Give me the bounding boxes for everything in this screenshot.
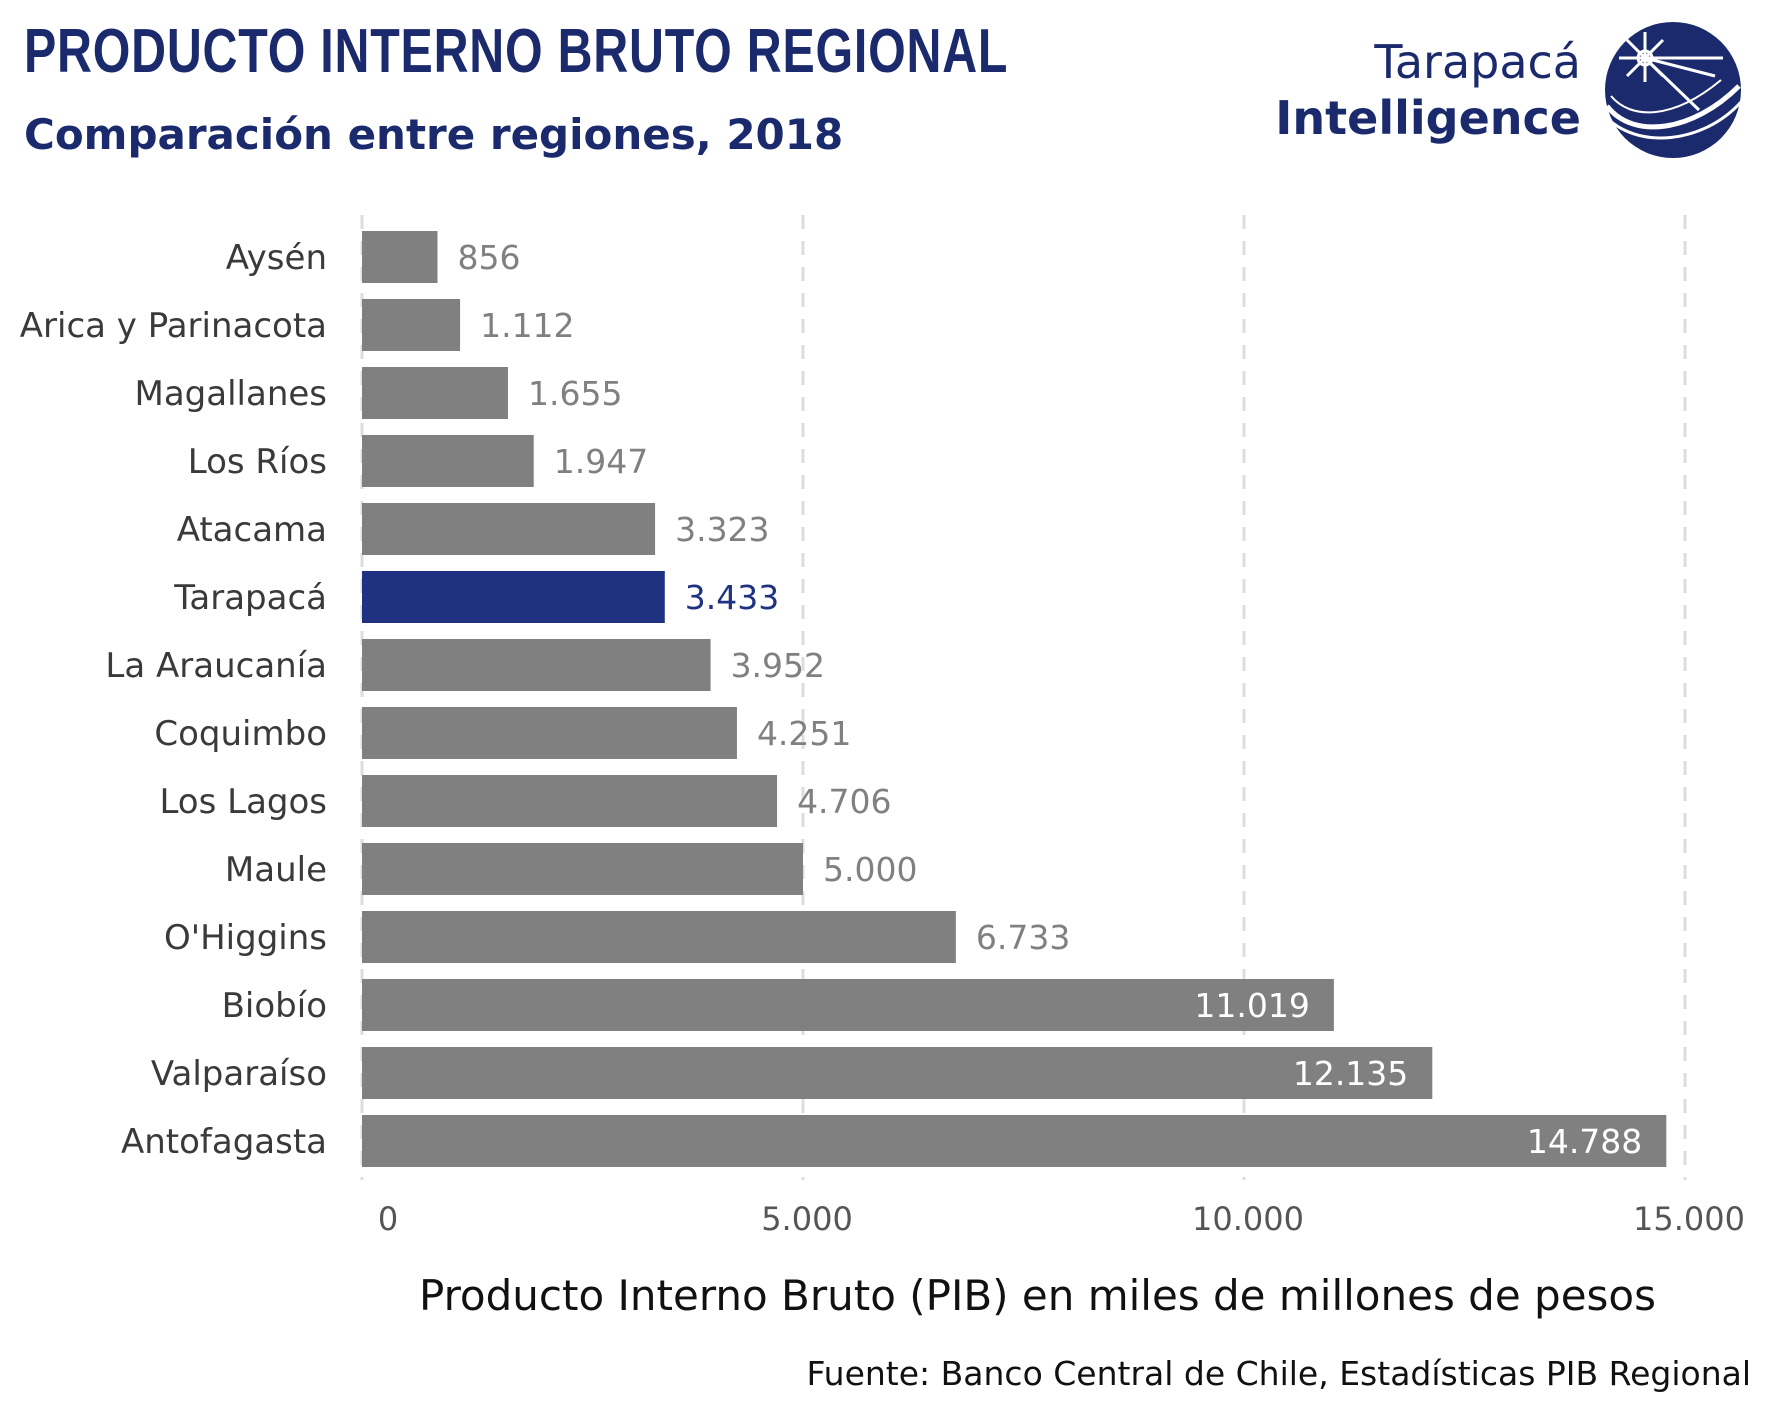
category-label: Antofagasta (121, 1122, 327, 1162)
x-tick-label: 0 (378, 1200, 398, 1238)
bar-value-label: 5.000 (823, 850, 917, 889)
bar (362, 843, 803, 895)
bar-value-label: 1.655 (528, 374, 622, 413)
x-tick-label: 5.000 (761, 1200, 853, 1238)
bar-value-label: 14.788 (1527, 1122, 1642, 1161)
bar (362, 1115, 1667, 1167)
bar-value-label: 3.952 (731, 646, 825, 685)
bar-value-label: 12.135 (1293, 1054, 1408, 1093)
bar-chart: 0 5.000 10.000 15.000 Aysén 856 Arica y Parina… (20, 215, 1745, 1320)
bar (362, 435, 534, 487)
category-label: Arica y Parinacota (20, 306, 327, 346)
bar-highlight (362, 571, 665, 623)
x-axis-title: Producto Interno Bruto (PIB) en miles de… (419, 1271, 1656, 1320)
brand-name-line2: Intelligence (1275, 91, 1581, 145)
category-label: Valparaíso (151, 1054, 327, 1094)
bar (362, 231, 438, 283)
bar (362, 775, 778, 827)
x-tick-label: 15.000 (1633, 1200, 1745, 1238)
brand-logo: Tarapacá Intelligence (1275, 20, 1743, 160)
category-label: Los Lagos (159, 782, 327, 822)
bar (362, 707, 737, 759)
category-label: La Araucanía (105, 646, 327, 686)
category-label: Los Ríos (188, 442, 327, 482)
chart-title: PRODUCTO INTERNO BRUTO REGIONAL (24, 17, 1009, 86)
bar-value-label: 1.112 (480, 306, 574, 345)
bar-value-label: 6.733 (976, 918, 1070, 957)
category-label: Atacama (177, 510, 327, 550)
bar-value-label: 3.323 (675, 510, 769, 549)
category-label: Maule (225, 850, 327, 890)
bar (362, 1047, 1433, 1099)
source-note: Fuente: Banco Central de Chile, Estadíst… (806, 1354, 1751, 1393)
category-label: Tarapacá (173, 578, 327, 618)
bar (362, 639, 711, 691)
bar-value-label: 11.019 (1194, 986, 1309, 1025)
bar (362, 299, 461, 351)
category-label: Magallanes (135, 374, 328, 414)
bar (362, 911, 956, 963)
brand-name-line1: Tarapacá (1374, 35, 1581, 89)
bar-value-label: 856 (457, 238, 520, 277)
bar-value-label: 4.706 (797, 782, 891, 821)
category-label: Coquimbo (154, 714, 327, 754)
bar-value-label: 4.251 (757, 714, 851, 753)
bar (362, 367, 508, 419)
chart-subtitle: Comparación entre regiones, 2018 (24, 110, 844, 159)
category-label: Aysén (226, 238, 327, 278)
compass-globe-icon (1603, 22, 1743, 158)
bar (362, 979, 1334, 1031)
bar-value-label: 1.947 (554, 442, 648, 481)
category-label: Biobío (222, 986, 327, 1026)
category-label: O'Higgins (164, 918, 327, 958)
x-tick-label: 10.000 (1192, 1200, 1304, 1238)
bar (362, 503, 656, 555)
bar-value-label: 3.433 (685, 578, 779, 617)
brand-wordmark: Tarapacá Intelligence (1275, 34, 1581, 146)
